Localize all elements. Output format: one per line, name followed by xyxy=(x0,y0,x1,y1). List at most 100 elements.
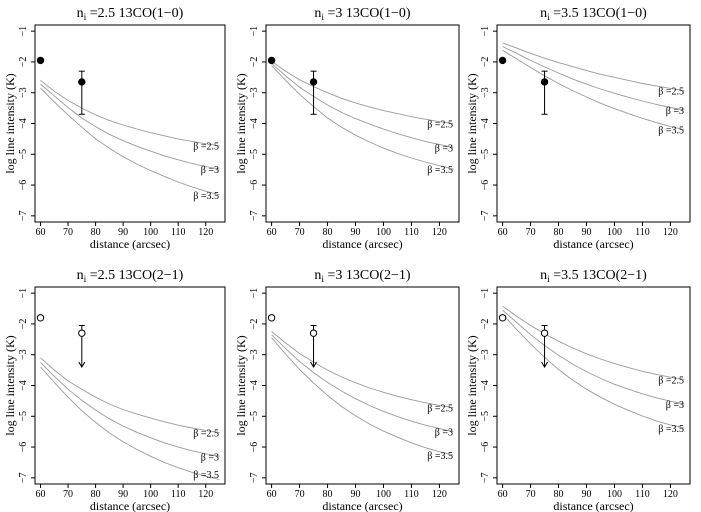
observed-point-filled xyxy=(78,78,86,86)
x-tick-label: 100 xyxy=(376,227,391,238)
observed-point-filled xyxy=(36,56,45,65)
panel-title: ni =3 13CO(2−1) xyxy=(314,268,411,285)
curve-label: β =3 xyxy=(666,106,684,117)
y-tick-label: −6 xyxy=(249,442,260,453)
observed-point-open xyxy=(267,314,276,322)
x-tick-label: 70 xyxy=(295,489,305,500)
x-tick-label: 90 xyxy=(351,489,361,500)
y-tick-label: −7 xyxy=(480,473,491,484)
curve-label: β =3.5 xyxy=(193,191,219,202)
panel-1: ni =2.5 13CO(1−0) 60 70 80 90 100 110 120 −1 −2 −3… xyxy=(3,6,226,251)
y-axis-label: log line intensity (K) xyxy=(465,73,479,173)
curve-label: β =3.5 xyxy=(193,470,219,481)
x-tick-label: 100 xyxy=(607,227,622,238)
title-main: n xyxy=(314,268,321,283)
y-tick-label: −4 xyxy=(480,380,491,391)
panel-4: ni =2.5 13CO(2−1) 60 70 80 90 100 110 120 −1 −2 −3… xyxy=(3,268,226,512)
x-tick-label: 80 xyxy=(554,489,564,500)
curve-label: β =2.5 xyxy=(193,142,219,153)
observed-point-open xyxy=(78,329,86,337)
model-curve-beta-2 xyxy=(271,63,454,148)
model-curve-beta-1 xyxy=(40,80,220,147)
x-tick-label: 60 xyxy=(36,489,46,500)
y-tick-label: −4 xyxy=(18,380,29,391)
model-curve-beta-3 xyxy=(271,337,454,456)
curve-label: β =2.5 xyxy=(658,87,684,98)
model-curve-beta-2 xyxy=(271,334,454,433)
panel-2: ni =3 13CO(1−0) 60 70 80 90 100 110 120 −1 −2 −3 −4… xyxy=(234,6,460,251)
observed-point-filled xyxy=(267,56,276,65)
curve-label: β =2.5 xyxy=(427,120,453,131)
curve-label: β =2.5 xyxy=(658,375,684,386)
y-tick-label: −3 xyxy=(480,87,491,98)
x-tick-label: 80 xyxy=(91,227,101,238)
title-rest: =2.5 13CO(2−1) xyxy=(86,268,183,283)
x-tick-label: 100 xyxy=(376,489,391,500)
model-curve-beta-1 xyxy=(502,42,685,92)
y-tick-label: −1 xyxy=(249,288,260,299)
title-subscript: i xyxy=(84,275,87,285)
y-tick-label: −5 xyxy=(480,149,491,160)
title-main: n xyxy=(540,268,547,283)
title-rest: =3.5 13CO(1−0) xyxy=(550,6,647,21)
y-axis-label: log line intensity (K) xyxy=(3,335,17,435)
x-axis-label: distance (arcsec) xyxy=(322,237,402,251)
upper-limit-arrow xyxy=(310,361,317,369)
panel-3: ni =3.5 13CO(1−0) 60 70 80 90 100 110 120 −1 −2 −3… xyxy=(465,6,691,251)
x-tick-label: 60 xyxy=(498,227,508,238)
x-tick-label: 120 xyxy=(663,489,678,500)
title-main: n xyxy=(77,6,84,21)
y-axis-label: log line intensity (K) xyxy=(465,335,479,435)
y-tick-label: −3 xyxy=(18,349,29,360)
curve-label: β =2.5 xyxy=(427,404,453,415)
y-tick-label: −4 xyxy=(249,118,260,129)
panel-6: ni =3.5 13CO(2−1) 60 70 80 90 100 110 120 −1 −2 −3… xyxy=(465,268,691,512)
x-tick-label: 90 xyxy=(118,227,128,238)
x-tick-label: 70 xyxy=(63,227,73,238)
x-tick-label: 100 xyxy=(143,227,158,238)
x-tick-label: 120 xyxy=(432,227,447,238)
model-curve-beta-1 xyxy=(502,305,685,380)
y-tick-label: −2 xyxy=(480,57,491,68)
y-tick-label: −3 xyxy=(18,87,29,98)
panel-5: ni =3 13CO(2−1) 60 70 80 90 100 110 120 −1 −2 −3 −4… xyxy=(234,268,460,512)
y-tick-label: −4 xyxy=(249,380,260,391)
y-tick-label: −5 xyxy=(249,149,260,160)
x-tick-label: 120 xyxy=(198,489,213,500)
panel-title: ni =2.5 13CO(1−0) xyxy=(77,6,184,23)
x-tick-label: 110 xyxy=(404,489,419,500)
x-tick-label: 70 xyxy=(526,227,536,238)
y-tick-label: −6 xyxy=(249,180,260,191)
x-tick-label: 60 xyxy=(36,227,46,238)
model-curve-beta-2 xyxy=(40,83,220,170)
x-tick-label: 80 xyxy=(554,227,564,238)
y-tick-label: −3 xyxy=(249,349,260,360)
model-curve-beta-3 xyxy=(502,313,685,429)
x-tick-label: 70 xyxy=(526,489,536,500)
y-axis-label: log line intensity (K) xyxy=(3,73,17,173)
x-tick-label: 90 xyxy=(582,489,592,500)
y-tick-label: −1 xyxy=(480,288,491,299)
y-tick-label: −7 xyxy=(480,211,491,222)
curve-label: β =3.5 xyxy=(427,451,453,462)
panel-title: ni =3.5 13CO(1−0) xyxy=(540,6,647,23)
title-rest: =3 13CO(2−1) xyxy=(324,268,411,283)
curve-label: β =3 xyxy=(666,400,684,411)
y-tick-label: −7 xyxy=(18,211,29,222)
x-tick-label: 80 xyxy=(323,489,333,500)
curve-label: β =2.5 xyxy=(193,429,219,440)
y-tick-label: −2 xyxy=(480,319,491,330)
observed-point-open xyxy=(36,314,45,322)
y-tick-label: −1 xyxy=(18,288,29,299)
x-tick-label: 70 xyxy=(295,227,305,238)
upper-limit-arrow xyxy=(541,361,548,369)
model-curve-beta-2 xyxy=(502,46,685,111)
y-tick-label: −6 xyxy=(18,442,29,453)
y-tick-label: −4 xyxy=(480,118,491,129)
title-main: n xyxy=(540,6,547,21)
y-tick-label: −6 xyxy=(18,180,29,191)
title-subscript: i xyxy=(84,13,87,23)
observed-point-open xyxy=(498,314,507,322)
observed-point-filled xyxy=(540,78,549,86)
title-rest: =2.5 13CO(1−0) xyxy=(86,6,183,21)
